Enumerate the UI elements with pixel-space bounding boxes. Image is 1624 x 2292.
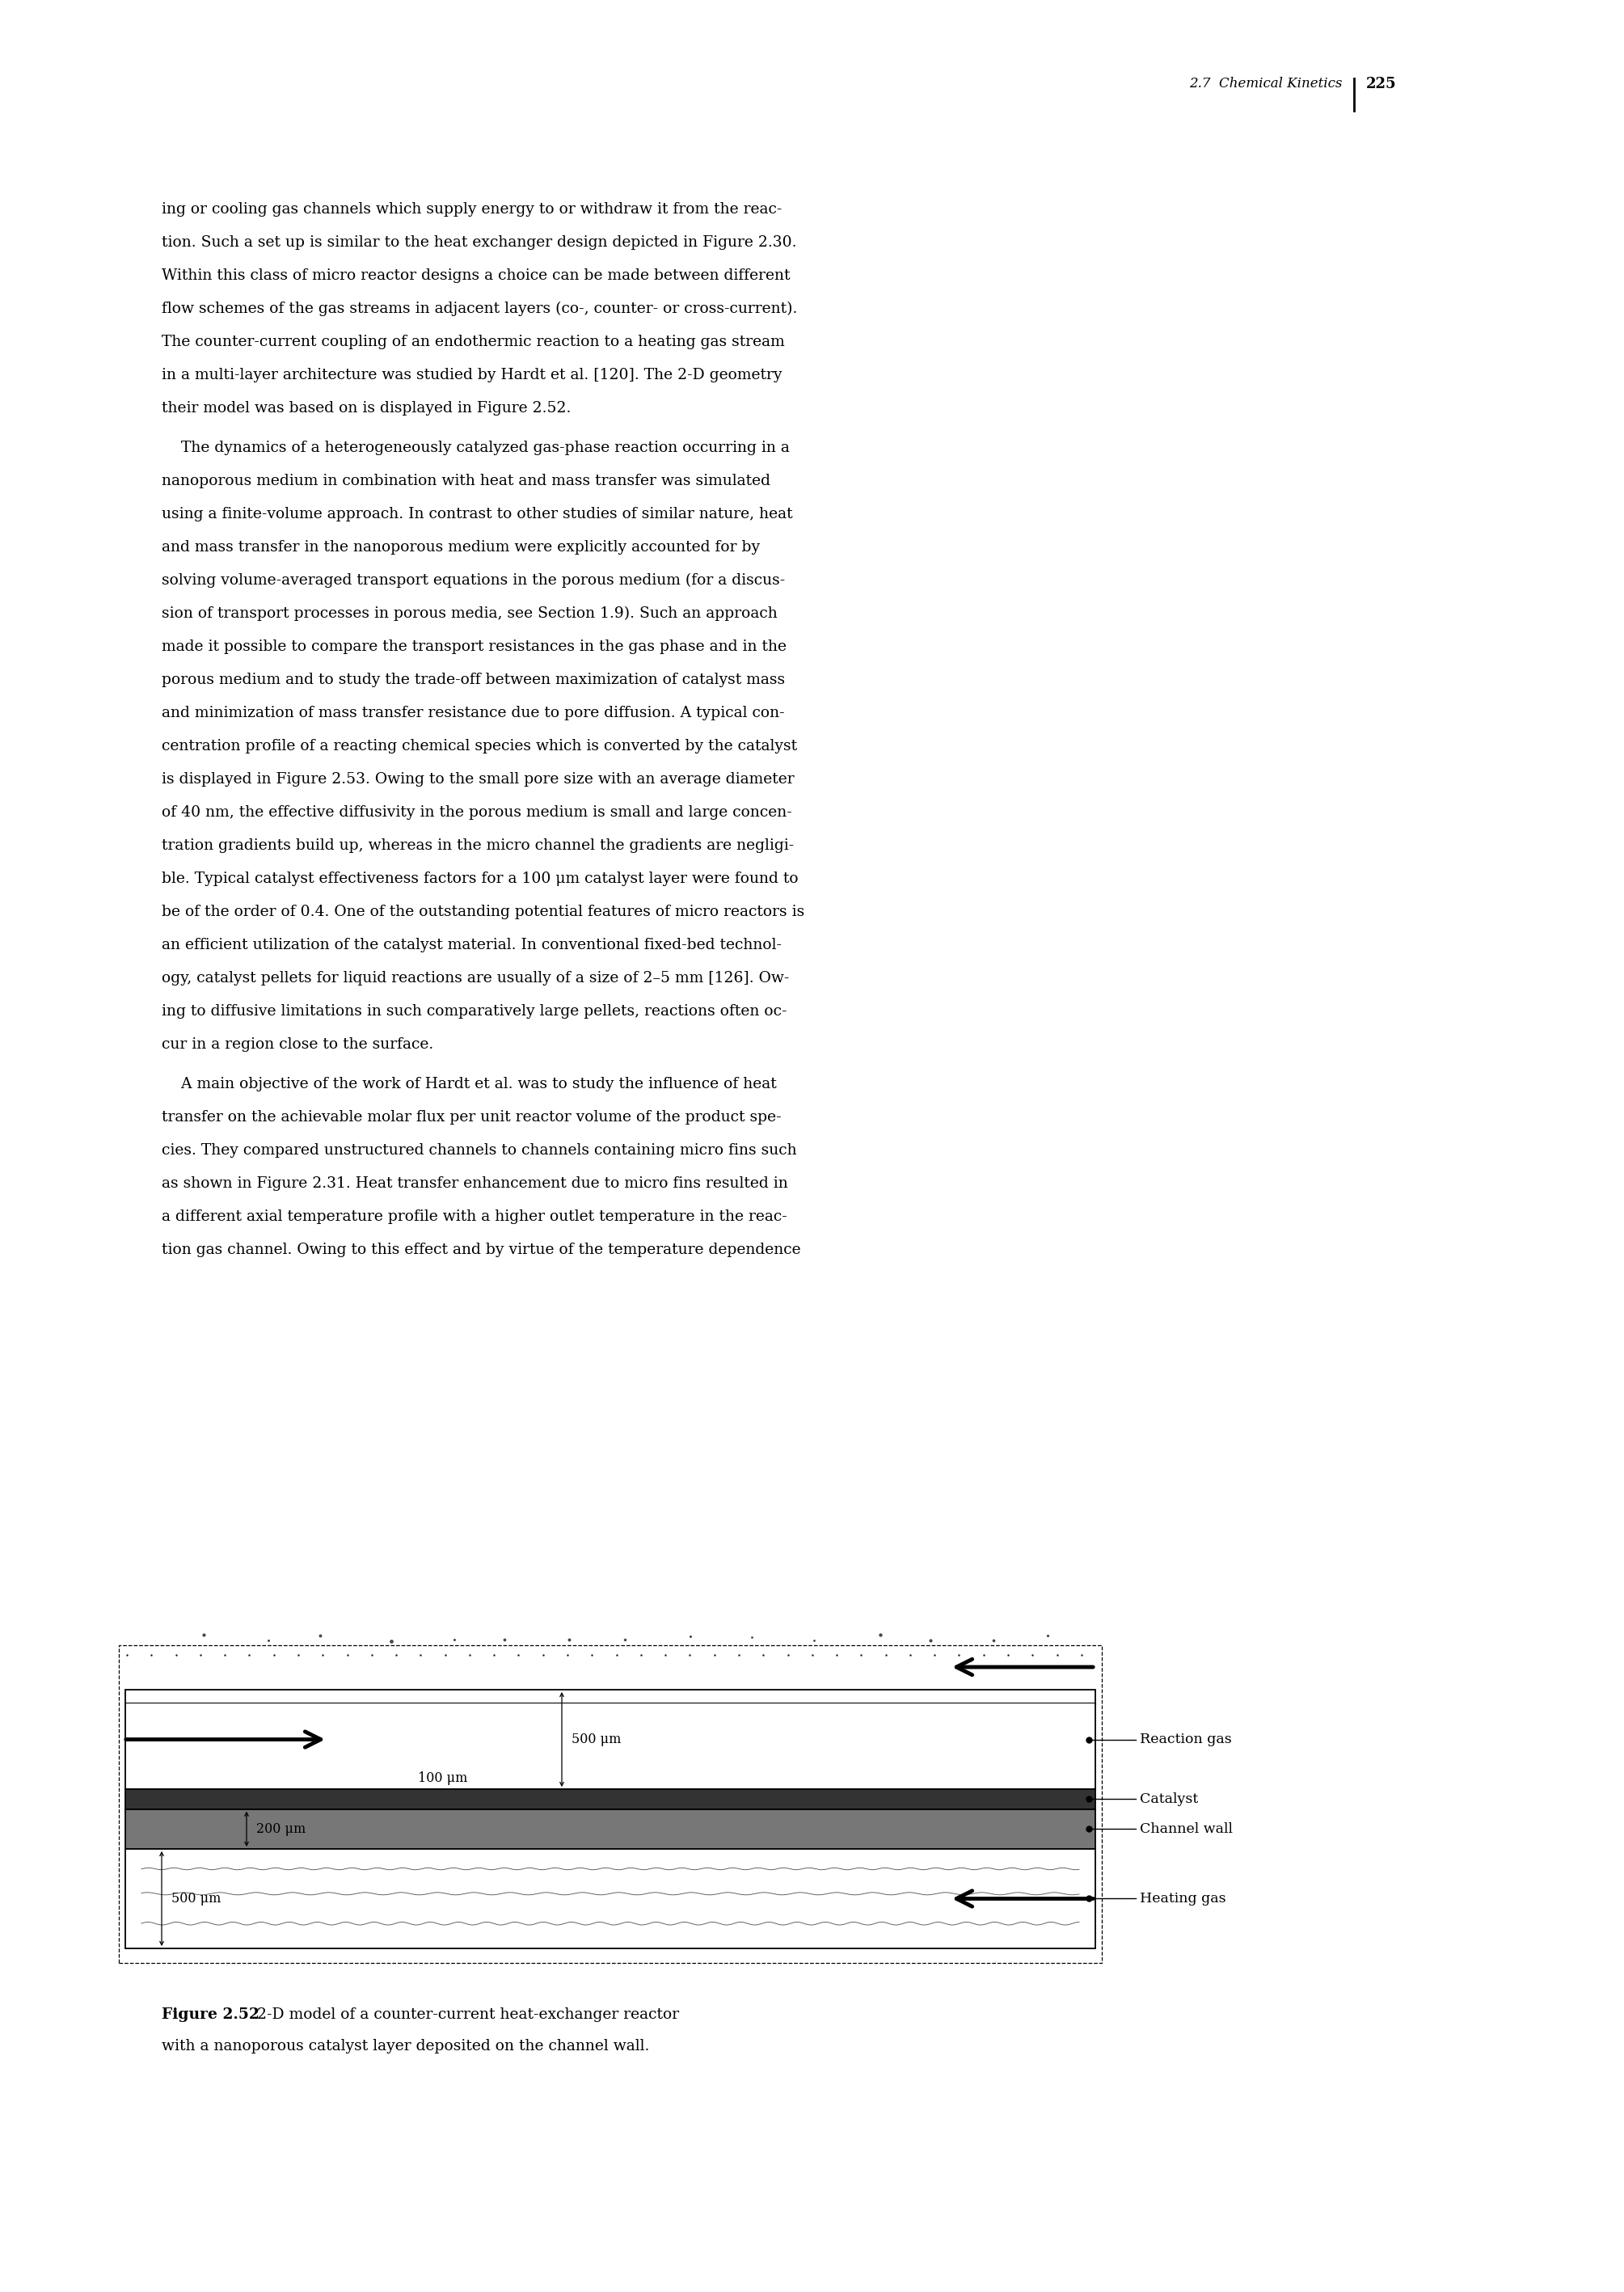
Text: cur in a region close to the surface.: cur in a region close to the surface. (162, 1038, 434, 1052)
Text: transfer on the achievable molar flux per unit reactor volume of the product spe: transfer on the achievable molar flux pe… (162, 1109, 781, 1125)
Text: Heating gas: Heating gas (1140, 1891, 1226, 1905)
Text: The counter-current coupling of an endothermic reaction to a heating gas stream: The counter-current coupling of an endot… (162, 335, 784, 348)
Text: in a multi-layer architecture was studied by Hardt et al. [120]. The 2-D geometr: in a multi-layer architecture was studie… (162, 367, 783, 383)
Bar (125, 1850, 1095, 1948)
Bar (119, 1646, 1101, 1962)
Text: A main objective of the work of Hardt et al. was to study the influence of heat: A main objective of the work of Hardt et… (162, 1077, 776, 1091)
Text: their model was based on is displayed in Figure 2.52.: their model was based on is displayed in… (162, 401, 572, 415)
Text: ogy, catalyst pellets for liquid reactions are usually of a size of 2–5 mm [126]: ogy, catalyst pellets for liquid reactio… (162, 972, 789, 986)
Text: The dynamics of a heterogeneously catalyzed gas-phase reaction occurring in a: The dynamics of a heterogeneously cataly… (162, 440, 789, 456)
Text: is displayed in Figure 2.53. Owing to the small pore size with an average diamet: is displayed in Figure 2.53. Owing to th… (162, 772, 794, 786)
Text: 500 μm: 500 μm (172, 1891, 221, 1905)
Text: 500 μm: 500 μm (572, 1733, 620, 1747)
Text: cies. They compared unstructured channels to channels containing micro fins such: cies. They compared unstructured channel… (162, 1144, 797, 1157)
Text: ble. Typical catalyst effectiveness factors for a 100 μm catalyst layer were fou: ble. Typical catalyst effectiveness fact… (162, 871, 799, 887)
Text: a different axial temperature profile with a higher outlet temperature in the re: a different axial temperature profile wi… (162, 1210, 788, 1224)
Text: Reaction gas: Reaction gas (1140, 1733, 1231, 1747)
Bar (125, 1689, 1095, 1790)
Text: flow schemes of the gas streams in adjacent layers (co-, counter- or cross-curre: flow schemes of the gas streams in adjac… (162, 303, 797, 316)
Text: ing to diffusive limitations in such comparatively large pellets, reactions ofte: ing to diffusive limitations in such com… (162, 1004, 788, 1018)
Text: 100 μm: 100 μm (417, 1772, 468, 1785)
Text: Channel wall: Channel wall (1140, 1822, 1233, 1836)
Text: 2.7  Chemical Kinetics: 2.7 Chemical Kinetics (1189, 78, 1341, 92)
Text: as shown in Figure 2.31. Heat transfer enhancement due to micro fins resulted in: as shown in Figure 2.31. Heat transfer e… (162, 1176, 788, 1192)
Text: made it possible to compare the transport resistances in the gas phase and in th: made it possible to compare the transpor… (162, 639, 786, 653)
Text: porous medium and to study the trade-off between maximization of catalyst mass: porous medium and to study the trade-off… (162, 672, 784, 688)
Text: 2-D model of a counter-current heat-exchanger reactor: 2-D model of a counter-current heat-exch… (252, 2008, 679, 2022)
Text: with a nanoporous catalyst layer deposited on the channel wall.: with a nanoporous catalyst layer deposit… (162, 2040, 650, 2054)
Text: and mass transfer in the nanoporous medium were explicitly accounted for by: and mass transfer in the nanoporous medi… (162, 541, 760, 555)
Text: and minimization of mass transfer resistance due to pore diffusion. A typical co: and minimization of mass transfer resist… (162, 706, 784, 720)
Text: be of the order of 0.4. One of the outstanding potential features of micro react: be of the order of 0.4. One of the outst… (162, 905, 804, 919)
Text: ing or cooling gas channels which supply energy to or withdraw it from the reac-: ing or cooling gas channels which supply… (162, 202, 783, 218)
Text: tion. Such a set up is similar to the heat exchanger design depicted in Figure 2: tion. Such a set up is similar to the he… (162, 236, 797, 250)
Text: solving volume-averaged transport equations in the porous medium (for a discus-: solving volume-averaged transport equati… (162, 573, 784, 589)
Text: tration gradients build up, whereas in the micro channel the gradients are negli: tration gradients build up, whereas in t… (162, 839, 794, 853)
Text: Catalyst: Catalyst (1140, 1792, 1199, 1806)
Bar (125, 1790, 1095, 1808)
Text: of 40 nm, the effective diffusivity in the porous medium is small and large conc: of 40 nm, the effective diffusivity in t… (162, 804, 793, 821)
Text: tion gas channel. Owing to this effect and by virtue of the temperature dependen: tion gas channel. Owing to this effect a… (162, 1242, 801, 1258)
Text: Within this class of micro reactor designs a choice can be made between differen: Within this class of micro reactor desig… (162, 268, 791, 282)
Text: 200 μm: 200 μm (257, 1822, 305, 1836)
Text: using a finite-volume approach. In contrast to other studies of similar nature, : using a finite-volume approach. In contr… (162, 507, 793, 523)
Text: Figure 2.52: Figure 2.52 (162, 2008, 260, 2022)
Text: centration profile of a reacting chemical species which is converted by the cata: centration profile of a reacting chemica… (162, 738, 797, 754)
Bar (125, 1808, 1095, 1850)
Text: nanoporous medium in combination with heat and mass transfer was simulated: nanoporous medium in combination with he… (162, 474, 770, 488)
Text: 225: 225 (1366, 78, 1397, 92)
Text: sion of transport processes in porous media, see Section 1.9). Such an approach: sion of transport processes in porous me… (162, 607, 778, 621)
Text: an efficient utilization of the catalyst material. In conventional fixed-bed tec: an efficient utilization of the catalyst… (162, 937, 781, 953)
